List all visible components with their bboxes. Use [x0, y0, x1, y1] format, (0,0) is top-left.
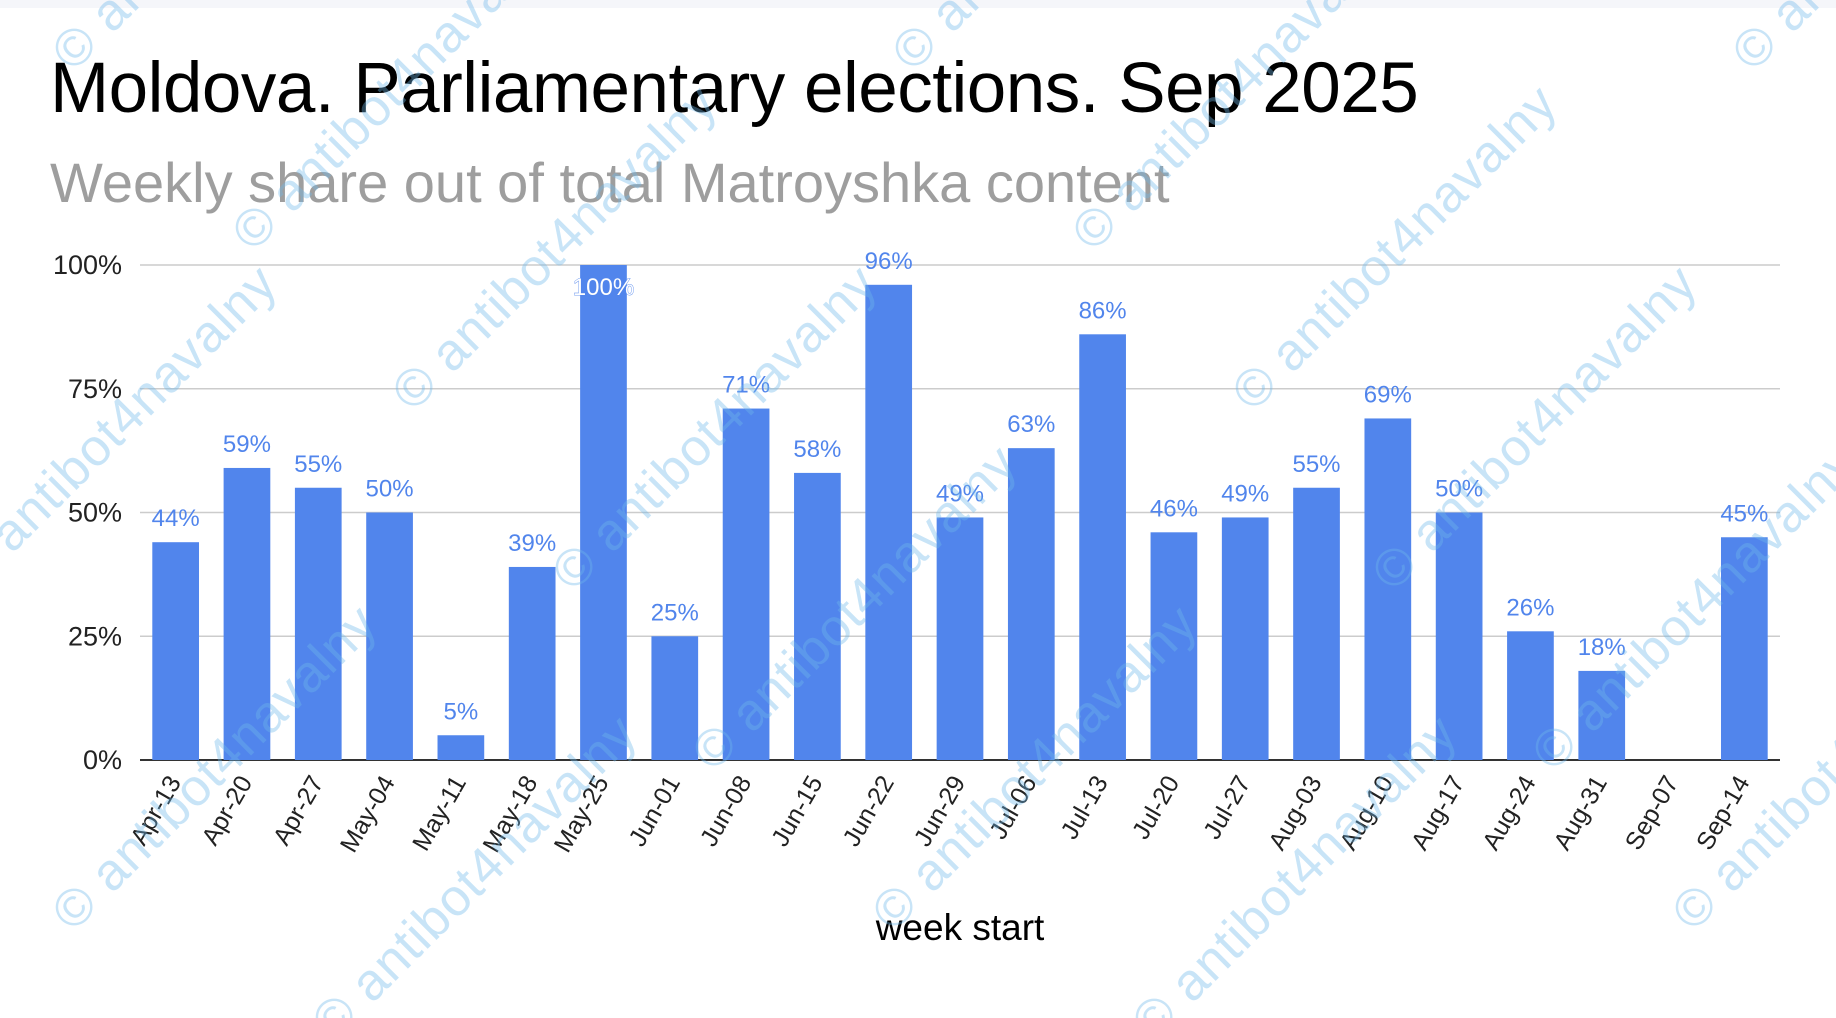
bar [865, 284, 913, 760]
data-label: 18% [1578, 634, 1626, 661]
bar [366, 512, 413, 760]
data-label: 50% [366, 476, 414, 503]
y-tick-label: 25% [68, 621, 122, 651]
data-label: 25% [651, 599, 699, 626]
bar [508, 566, 556, 760]
bar [651, 636, 699, 760]
data-label: 58% [793, 436, 841, 463]
data-label: 5% [444, 698, 479, 725]
data-label: 49% [936, 480, 984, 507]
y-tick-label: 100% [53, 250, 122, 280]
bar [1364, 418, 1412, 760]
data-label: 50% [1435, 476, 1483, 503]
bar [223, 467, 271, 760]
bar [294, 487, 342, 760]
x-tick-label: May-25 [549, 771, 615, 857]
x-tick-label: Sep-14 [1691, 771, 1756, 855]
x-tick-label: Aug-17 [1406, 771, 1471, 855]
bar [437, 735, 485, 760]
bar [1150, 532, 1198, 760]
x-tick-label: May-11 [407, 771, 472, 856]
bar [1293, 487, 1340, 760]
bar [1507, 631, 1554, 760]
x-tick-label: Apr-20 [196, 771, 258, 850]
y-tick-label: 0% [83, 745, 122, 775]
top-strip [0, 0, 1836, 8]
bar [1435, 512, 1483, 760]
chart-title: Moldova. Parliamentary elections. Sep 20… [50, 49, 1419, 128]
x-tick-label: Aug-24 [1477, 771, 1542, 855]
data-label: 71% [722, 372, 770, 399]
y-tick-label: 50% [68, 498, 122, 528]
data-label: 96% [865, 248, 913, 275]
chart-subtitle: Weekly share out of total Matroyshka con… [50, 151, 1170, 214]
x-tick-label: Jun-08 [695, 771, 757, 851]
data-label: 55% [294, 451, 342, 478]
x-tick-label: May-18 [477, 771, 543, 857]
x-axis-title: week start [875, 907, 1045, 948]
bar [580, 265, 627, 760]
data-label: 26% [1506, 594, 1554, 621]
data-label: 86% [1079, 297, 1127, 324]
x-tick-label: May-04 [335, 771, 401, 857]
x-tick-label: Jul-06 [984, 771, 1042, 844]
bar [1079, 334, 1126, 760]
bar [936, 517, 984, 760]
data-label: 44% [152, 505, 200, 532]
bar [1720, 537, 1768, 760]
x-tick-label: Aug-10 [1334, 771, 1399, 855]
x-tick-label: Jul-20 [1127, 771, 1185, 844]
data-label: 63% [1007, 411, 1055, 438]
x-tick-label: Apr-27 [268, 771, 330, 850]
bar [152, 542, 200, 760]
data-label: 59% [223, 431, 271, 458]
bar [794, 472, 841, 760]
data-label: 55% [1292, 451, 1340, 478]
data-label: 45% [1720, 500, 1768, 527]
bar [1007, 448, 1055, 760]
x-tick-label: Aug-03 [1263, 771, 1328, 855]
x-tick-label: Jun-29 [909, 771, 971, 851]
x-tick-label: Jun-01 [624, 771, 686, 851]
data-label: 46% [1150, 495, 1198, 522]
x-tick-label: Sep-07 [1620, 771, 1685, 855]
x-tick-label: Aug-31 [1548, 771, 1613, 855]
data-label: 100% [573, 274, 634, 301]
data-label: 69% [1364, 381, 1412, 408]
data-label: 39% [508, 530, 556, 557]
x-tick-label: Apr-13 [125, 771, 187, 850]
x-tick-label: Jul-13 [1056, 771, 1114, 844]
x-tick-label: Jul-27 [1198, 771, 1256, 844]
x-tick-label: Jun-22 [837, 771, 899, 851]
bar [722, 408, 770, 760]
y-tick-label: 75% [68, 374, 122, 404]
data-label: 49% [1221, 480, 1269, 507]
bar [1221, 517, 1269, 760]
bar [1578, 670, 1626, 760]
x-tick-label: Jun-15 [766, 771, 828, 851]
